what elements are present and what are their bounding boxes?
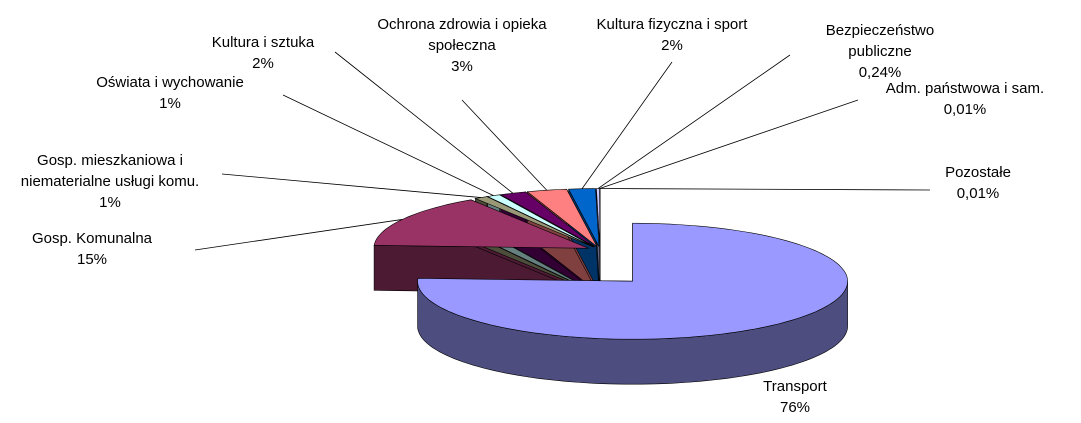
leader-line xyxy=(597,54,791,189)
value-label: 76% xyxy=(779,399,811,416)
category-name: Kultura i sztuka xyxy=(211,34,315,51)
data-label: Pozostałe 0,01% xyxy=(918,162,1038,204)
leader-line xyxy=(581,61,673,189)
leader-line xyxy=(221,173,482,198)
data-label: Ochrona zdrowia i opieka społeczna 3% xyxy=(372,14,552,77)
value-label: 15% xyxy=(76,251,108,268)
value-label: 0,01% xyxy=(956,185,1000,202)
value-label: 2% xyxy=(252,55,274,72)
leader-line xyxy=(599,188,931,191)
value-label: 3% xyxy=(451,58,473,75)
leader-line xyxy=(599,99,859,189)
leader-line xyxy=(334,51,514,194)
data-label: Gosp. mieszkaniowa i niematerialne usług… xyxy=(0,150,220,213)
slice xyxy=(373,199,589,249)
data-label: Transport 76% xyxy=(735,376,855,418)
category-name: Bezpieczeństwo publiczne xyxy=(825,22,935,60)
leader-line xyxy=(282,94,494,197)
category-name: Oświata i wychowanie xyxy=(96,74,244,91)
slice xyxy=(417,222,848,340)
category-name: Kultura fizyczna i sport xyxy=(596,16,748,33)
data-label: Bezpieczeństwo publiczne 0,24% xyxy=(800,20,960,83)
value-label: 2% xyxy=(661,37,683,54)
value-label: 1% xyxy=(99,194,121,211)
data-label: Gosp. Komunalna 15% xyxy=(2,228,182,270)
value-label: 0,24% xyxy=(858,64,902,81)
value-label: 0,01% xyxy=(943,101,987,118)
data-label: Adm. państwowa i sam. 0,01% xyxy=(855,78,1075,120)
leader-line xyxy=(194,219,403,251)
slice xyxy=(474,196,594,248)
category-name: Adm. państwowa i sam. xyxy=(885,80,1045,97)
category-name: Ochrona zdrowia i opieka społeczna xyxy=(377,16,547,54)
data-label: Oświata i wychowanie 1% xyxy=(60,72,280,114)
category-name: Gosp. mieszkaniowa i niematerialne usług… xyxy=(20,152,200,190)
category-name: Gosp. Komunalna xyxy=(31,230,153,247)
data-label: Kultura fizyczna i sport 2% xyxy=(562,14,782,56)
data-label: Kultura i sztuka 2% xyxy=(173,32,353,74)
slice xyxy=(568,188,600,247)
slice xyxy=(499,191,596,248)
category-name: Pozostałe xyxy=(945,164,1011,181)
category-name: Transport xyxy=(763,378,827,395)
value-label: 1% xyxy=(159,95,181,112)
leader-line xyxy=(461,99,548,191)
